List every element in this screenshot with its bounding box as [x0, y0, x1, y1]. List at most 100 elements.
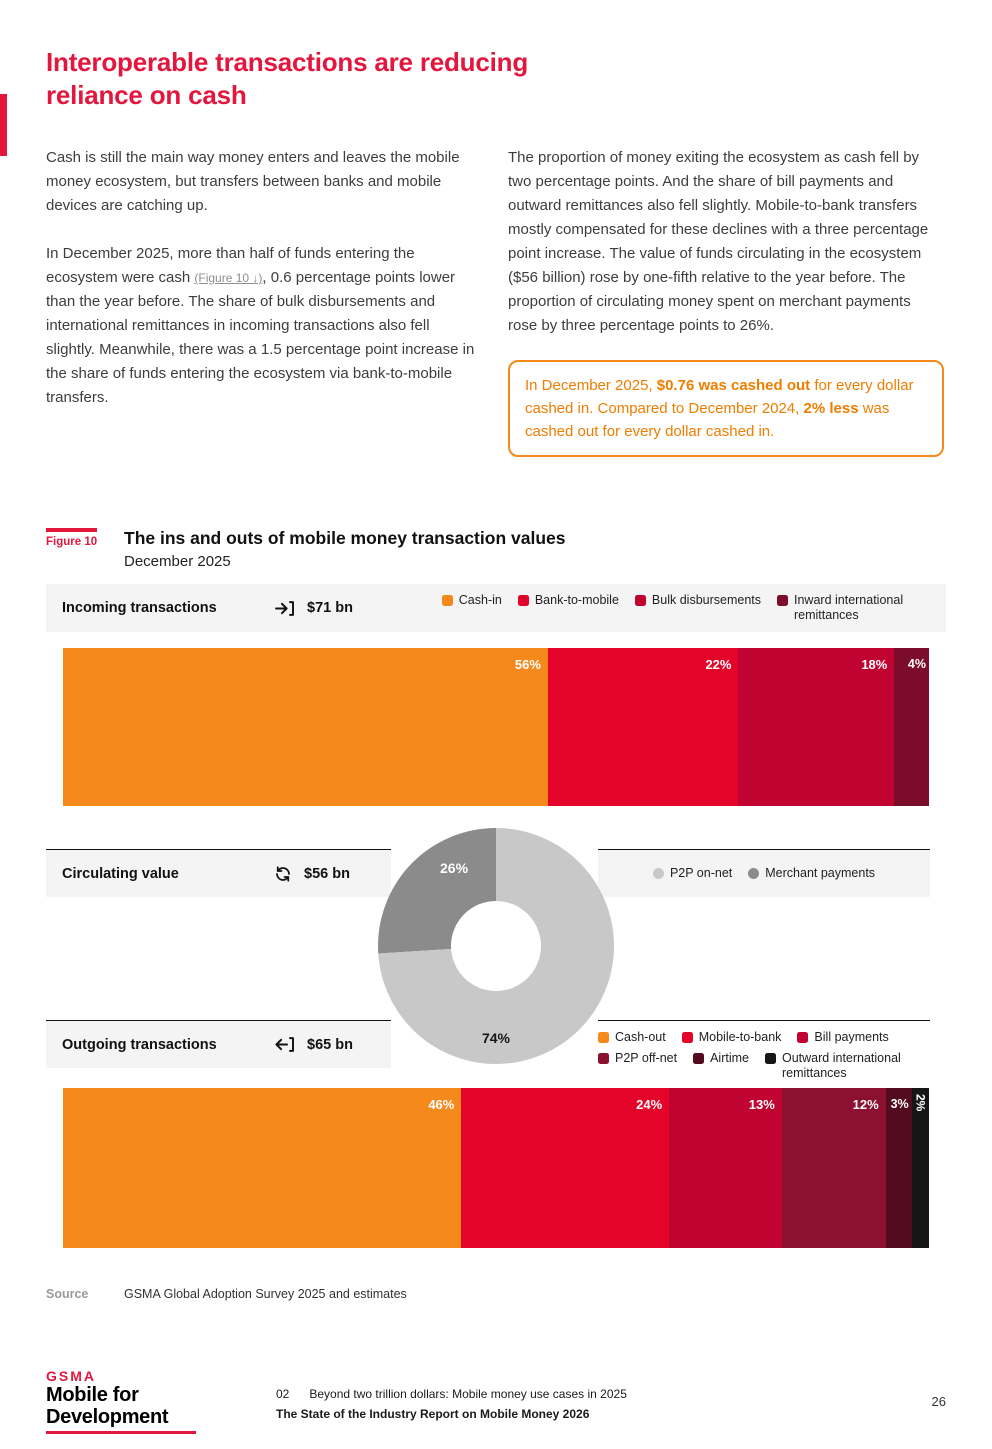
bar-segment-bulk-disbursements: 18% — [738, 648, 895, 806]
footer-chapter-info: 02 Beyond two trillion dollars: Mobile mo… — [276, 1384, 627, 1424]
legend-item-cash-in: Cash-in — [441, 593, 502, 623]
legend-item-outward-international-remittances: Outward international remittances — [765, 1051, 918, 1081]
circulating-arrows-icon — [274, 865, 292, 883]
outgoing-arrow-icon — [274, 1036, 295, 1053]
logo-mobile-for: Mobile for — [46, 1384, 139, 1406]
paragraph-3: The proportion of money exiting the ecos… — [508, 149, 929, 334]
figure-titles: The ins and outs of mobile money transac… — [124, 528, 565, 570]
legend-color-chip — [517, 595, 529, 606]
logo-development: Development — [46, 1406, 169, 1428]
legend-item-p2p-on-net: P2P on-net — [652, 866, 732, 881]
bar-segment-value: 4% — [907, 657, 926, 671]
legend-item-p2p-off-net: P2P off-net — [598, 1051, 677, 1081]
outgoing-bar-area: 46% 24% 13% 12% 3% 2% — [63, 1088, 929, 1248]
legend-label: Bulk disbursements — [651, 593, 761, 607]
footer-chapter-line: 02 Beyond two trillion dollars: Mobile mo… — [276, 1384, 627, 1404]
figure-tag: Figure 10 — [46, 528, 98, 548]
callout-bold-cashed-out: $0.76 was cashed out — [656, 377, 811, 394]
callout-bold-2-percent: 2% less — [803, 400, 859, 417]
figure-10-link[interactable]: (Figure 10 ↓) — [194, 271, 263, 285]
legend-label: Inward international remittances — [794, 593, 904, 622]
bar-segment-value: 12% — [852, 1097, 879, 1112]
legend-item-bulk-disbursements: Bulk disbursements — [634, 593, 761, 623]
bar-segment-airtime: 3% — [885, 1088, 912, 1248]
legend-label: P2P off-net — [615, 1051, 678, 1065]
circulating-donut-chart: 26% 74% — [378, 828, 614, 1064]
legend-item-airtime: Airtime — [693, 1051, 749, 1081]
legend-item-merchant-payments: Merchant payments — [748, 866, 875, 881]
title-accent-bar — [0, 94, 7, 156]
intro-right-column: The proportion of money exiting the ecos… — [508, 146, 944, 457]
callout-text-2: for every dollar cashed in. Compared to … — [525, 377, 914, 417]
legend-label: Bank-to-mobile — [534, 593, 619, 607]
paragraph-2-text-cont: , 0.6 percentage points lower than the y… — [46, 269, 475, 406]
bar-segment-mobile-to-bank: 24% — [461, 1088, 670, 1248]
legend-color-chip — [598, 1053, 609, 1064]
legend-color-chip — [693, 1053, 705, 1064]
outgoing-transactions-label: Outgoing transactions — [62, 1036, 217, 1053]
legend-item-cash-out: Cash-out — [598, 1030, 666, 1045]
figure-subtitle: December 2025 — [124, 553, 231, 570]
legend-label: Cash-out — [615, 1030, 666, 1044]
legend-item-bank-to-mobile: Bank-to-mobile — [517, 593, 619, 623]
circulating-legend: P2P on-net Merchant payments — [652, 866, 875, 881]
donut-merchant-payments-value: 26% — [440, 860, 469, 876]
bar-segment-inward-international-remittances: 4% — [894, 648, 929, 806]
highlight-callout: In December 2025, $0.76 was cashed out f… — [508, 360, 944, 457]
callout-text: In December 2025, — [525, 377, 657, 394]
legend-label: Cash-in — [458, 593, 502, 607]
outgoing-legend-block: Cash-out Mobile-to-bank Bill payments P2P o… — [598, 1020, 930, 1081]
bar-segment-value: 18% — [861, 657, 888, 672]
page-title-line-1: Interoperable transactions are reducing — [46, 47, 529, 77]
incoming-transactions-header: Incoming transactions $71 bn Cash-in Bank… — [46, 584, 946, 632]
intro-left-column: Cash is still the main way money enters … — [46, 146, 482, 410]
bar-segment-cash-in: 56% — [63, 648, 548, 806]
incoming-legend: Cash-in Bank-to-mobile Bulk disbursements I… — [441, 593, 930, 623]
legend-item-bill-payments: Bill payments — [797, 1030, 889, 1045]
paragraph-2: In December 2025, more than half of fund… — [46, 242, 482, 410]
incoming-total-value: $71 bn — [307, 600, 353, 616]
legend-color-chip — [748, 868, 760, 879]
legend-label: Bill payments — [814, 1030, 889, 1044]
source-text: GSMA Global Adoption Survey 2025 and est… — [124, 1287, 407, 1301]
bar-segment-p2p-off-net: 12% — [781, 1088, 886, 1248]
page-title-line-2: reliance on cash — [46, 80, 247, 110]
bar-segment-value: 46% — [428, 1097, 455, 1112]
legend-color-chip — [797, 1032, 809, 1043]
bar-segment-bank-to-mobile: 22% — [547, 648, 739, 806]
legend-color-chip — [681, 1032, 693, 1043]
paragraph-2-text: In December 2025, more than half of fund… — [46, 245, 415, 286]
legend-label: Merchant payments — [765, 866, 876, 880]
source-row: Source GSMA Global Adoption Survey 2025 … — [46, 1286, 946, 1302]
bar-segment-cash-out: 46% — [63, 1088, 462, 1248]
incoming-bar-area: 56% 22% 18% 4% — [63, 648, 929, 806]
legend-color-chip — [777, 595, 788, 606]
bar-segment-value: 56% — [514, 657, 541, 672]
bar-segment-value: 3% — [890, 1097, 909, 1111]
bar-segment-value: 24% — [636, 1097, 663, 1112]
logo-underline — [46, 1431, 196, 1434]
bar-segment-value: 13% — [748, 1097, 775, 1112]
figure-title: The ins and outs of mobile money transac… — [124, 528, 566, 548]
outgoing-stacked-bar: 46% 24% 13% 12% 3% 2% — [63, 1088, 929, 1248]
outgoing-transactions-header: Outgoing transactions $65 bn — [46, 1020, 391, 1068]
chapter-title: Beyond two trillion dollars: Mobile mone… — [309, 1387, 627, 1401]
page-number: 26 — [931, 1394, 946, 1409]
circulating-value-header: Circulating value $56 bn — [46, 849, 391, 897]
bar-segment-value: 22% — [705, 657, 732, 672]
gsma-logo: GSMA Mobile for Development — [46, 1368, 276, 1434]
outgoing-total-value: $65 bn — [307, 1036, 353, 1053]
bar-segment-outward-international-remittances: 2% — [911, 1088, 929, 1248]
circulating-total-value: $56 bn — [304, 865, 350, 882]
gsma-wordmark: GSMA — [46, 1368, 96, 1384]
paragraph-1: Cash is still the main way money enters … — [46, 149, 460, 214]
figure-header: Figure 10 The ins and outs of mobile mon… — [46, 528, 946, 570]
legend-color-chip — [598, 1032, 609, 1043]
page-footer: GSMA Mobile for Development 02 Beyond two… — [46, 1368, 946, 1434]
page-title: Interoperable transactions are reducing r… — [46, 46, 946, 112]
bar-segment-value: 2% — [913, 1094, 928, 1112]
figure-10-panel: Incoming transactions $71 bn Cash-in Bank… — [46, 584, 946, 1268]
incoming-stacked-bar: 56% 22% 18% 4% — [63, 648, 929, 806]
incoming-arrow-icon — [274, 600, 295, 617]
legend-label: Airtime — [710, 1051, 749, 1065]
